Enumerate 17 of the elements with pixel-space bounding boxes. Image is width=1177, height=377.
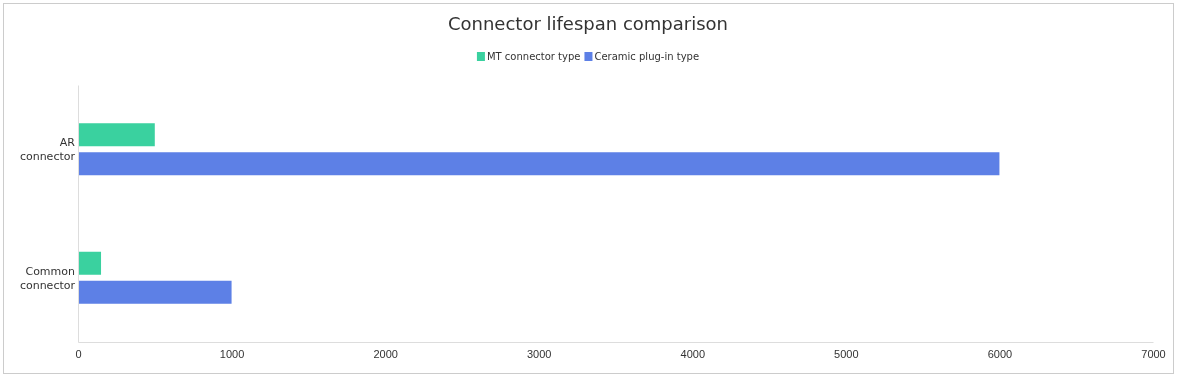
legend-label: Ceramic plug-in type — [594, 51, 700, 62]
x-tick-label: 6000 — [987, 347, 1013, 360]
bar — [78, 251, 102, 275]
y-tick-label: Common connector — [19, 264, 76, 292]
bar — [78, 152, 1000, 176]
bar — [78, 280, 232, 304]
x-tick-label: 3000 — [526, 347, 552, 360]
x-tick-label: 5000 — [834, 347, 859, 360]
bar — [78, 123, 155, 147]
x-tick-label: 4000 — [680, 347, 706, 360]
chart-title: Connector lifespan comparison — [447, 13, 729, 34]
x-tick-label: 7000 — [1141, 347, 1166, 360]
y-tick-label: AR connector — [19, 136, 76, 164]
x-tick-label: 2000 — [373, 347, 398, 360]
x-tick-label: 0 — [75, 347, 82, 360]
x-tick-label: 1000 — [219, 347, 245, 360]
legend-label: MT connector type — [486, 51, 581, 62]
